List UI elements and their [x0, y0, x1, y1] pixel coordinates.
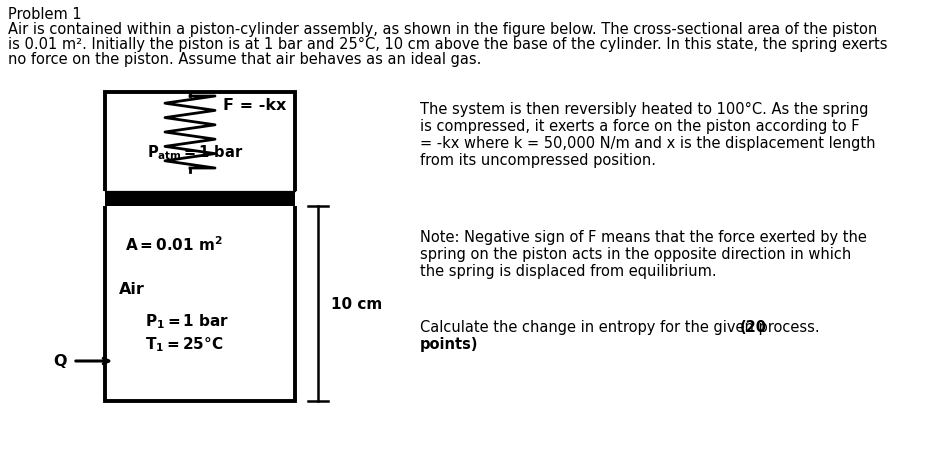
Text: spring on the piston acts in the opposite direction in which: spring on the piston acts in the opposit… [420, 246, 851, 262]
Text: Air: Air [119, 281, 145, 296]
Text: is compressed, it exerts a force on the piston according to F: is compressed, it exerts a force on the … [420, 119, 860, 133]
Text: points): points) [420, 336, 478, 351]
Text: Calculate the change in entropy for the given process.: Calculate the change in entropy for the … [420, 319, 825, 334]
Text: The system is then reversibly heated to 100°C. As the spring: The system is then reversibly heated to … [420, 102, 868, 117]
Text: no force on the piston. Assume that air behaves as an ideal gas.: no force on the piston. Assume that air … [8, 52, 481, 67]
Text: $\mathbf{P_1 = 1\ bar}$: $\mathbf{P_1 = 1\ bar}$ [145, 311, 229, 330]
Text: $\mathbf{P_{atm}}$$\mathbf{= 1\ bar}$: $\mathbf{P_{atm}}$$\mathbf{= 1\ bar}$ [146, 143, 243, 161]
Text: Note: Negative sign of F means that the force exerted by the: Note: Negative sign of F means that the … [420, 230, 867, 244]
Text: (20: (20 [740, 319, 767, 334]
Text: 10 cm: 10 cm [331, 296, 382, 311]
Text: Air is contained within a piston-cylinder assembly, as shown in the figure below: Air is contained within a piston-cylinde… [8, 22, 877, 37]
Text: = -kx where k = 50,000 N/m and x is the displacement length: = -kx where k = 50,000 N/m and x is the … [420, 136, 876, 151]
Text: is 0.01 m². Initially the piston is at 1 bar and 25°C, 10 cm above the base of t: is 0.01 m². Initially the piston is at 1… [8, 37, 887, 52]
Text: Q: Q [53, 354, 67, 368]
Text: F = -kx: F = -kx [223, 98, 286, 113]
Text: the spring is displaced from equilibrium.: the spring is displaced from equilibrium… [420, 263, 717, 278]
Text: $\mathbf{T_1 = 25°C}$: $\mathbf{T_1 = 25°C}$ [145, 334, 223, 353]
Text: Problem 1: Problem 1 [8, 7, 82, 22]
Text: $\mathbf{A = 0.01\ m^2}$: $\mathbf{A = 0.01\ m^2}$ [125, 235, 223, 253]
Bar [105, 192, 295, 207]
Text: from its uncompressed position.: from its uncompressed position. [420, 152, 656, 168]
